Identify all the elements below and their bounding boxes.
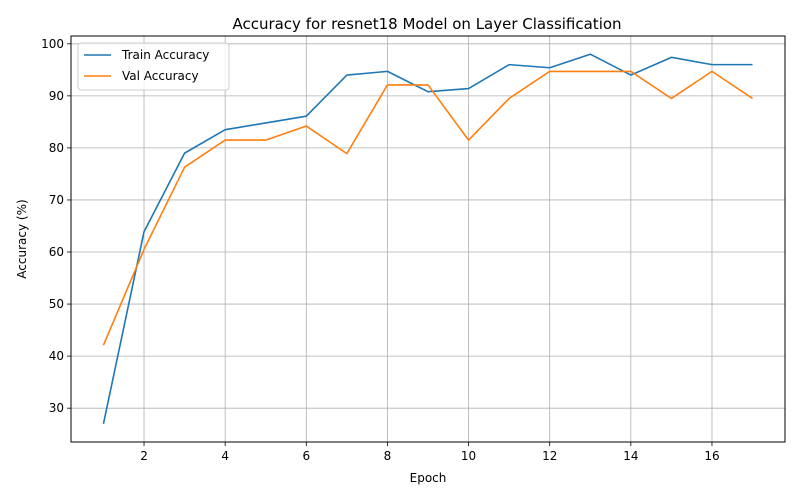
plot-lines [102,53,753,424]
x-tick-label: 10 [461,449,476,463]
x-tick-label: 16 [704,449,719,463]
legend: Train Accuracy Val Accuracy [77,42,230,91]
x-tick-label: 14 [623,449,638,463]
y-tick-label: 60 [49,245,64,259]
series-line-val-accuracy [102,70,753,346]
y-tick-label: 100 [41,37,64,51]
plot-frame [70,35,786,443]
legend-label: Train Accuracy [121,48,209,62]
y-tick-label: 30 [49,401,64,415]
y-tick-label: 50 [49,297,64,311]
y-tick-label: 70 [49,193,64,207]
x-axis-label: Epoch [410,471,447,485]
x-tick-label: 6 [302,449,310,463]
x-axis-ticks: 2 4 6 8 10 12 14 16 [140,442,720,463]
series-line-train-accuracy [102,53,753,424]
x-tick-label: 2 [140,449,148,463]
y-axis-ticks: 30 40 50 60 70 80 90 100 [41,37,71,415]
x-tick-label: 12 [542,449,557,463]
y-tick-label: 90 [49,89,64,103]
grid [71,36,785,442]
y-tick-label: 40 [49,349,64,363]
chart-title: Accuracy for resnet18 Model on Layer Cla… [232,15,621,33]
legend-box [77,42,230,91]
y-axis-label: Accuracy (%) [15,199,29,278]
legend-label: Val Accuracy [122,69,199,83]
x-tick-label: 4 [221,449,229,463]
y-tick-label: 80 [49,141,64,155]
x-tick-label: 8 [384,449,392,463]
